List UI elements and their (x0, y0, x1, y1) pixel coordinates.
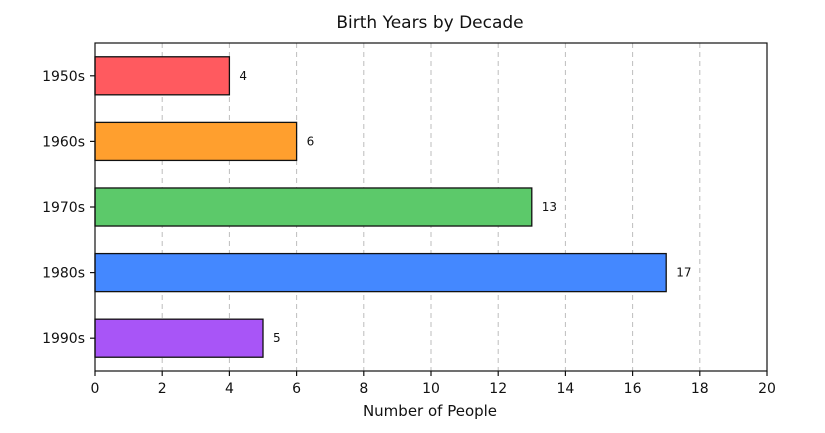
value-label-layer: 4 6 13 17 5 (239, 69, 691, 345)
y-tick-label-1980s: 1980s (42, 266, 85, 282)
x-tick-label-4: 4 (225, 381, 234, 397)
x-axis-ticks: 0 2 4 6 8 10 12 14 16 18 20 (91, 371, 776, 397)
x-tick-label-16: 16 (624, 381, 642, 397)
bar-1990s (94, 318, 264, 358)
y-tick-label-1990s: 1990s (42, 331, 85, 347)
bar-1970s (94, 187, 533, 227)
x-tick-label-10: 10 (422, 381, 440, 397)
chart-title: Birth Years by Decade (336, 13, 523, 33)
x-tick-label-14: 14 (556, 381, 574, 397)
y-tick-label-1960s: 1960s (42, 134, 85, 150)
value-label-1950s: 4 (239, 69, 247, 83)
value-label-1980s: 17 (676, 266, 691, 280)
x-tick-label-12: 12 (489, 381, 507, 397)
y-tick-label-1950s: 1950s (42, 69, 85, 85)
value-label-1970s: 13 (542, 200, 557, 214)
x-axis-label: Number of People (363, 402, 497, 420)
x-tick-label-0: 0 (91, 381, 100, 397)
bar-1950s (94, 56, 231, 96)
y-axis-ticks: 1950s 1960s 1970s 1980s 1990s (42, 69, 95, 347)
x-tick-label-20: 20 (758, 381, 776, 397)
bar-layer (94, 56, 667, 358)
value-label-1990s: 5 (273, 331, 281, 345)
bar-1960s (94, 121, 298, 162)
bar-1980s (94, 252, 667, 293)
x-tick-label-18: 18 (691, 381, 709, 397)
x-tick-label-8: 8 (359, 381, 368, 397)
x-tick-label-6: 6 (292, 381, 301, 397)
x-tick-label-2: 2 (158, 381, 167, 397)
y-tick-label-1970s: 1970s (42, 200, 85, 216)
value-label-1960s: 6 (307, 134, 315, 148)
